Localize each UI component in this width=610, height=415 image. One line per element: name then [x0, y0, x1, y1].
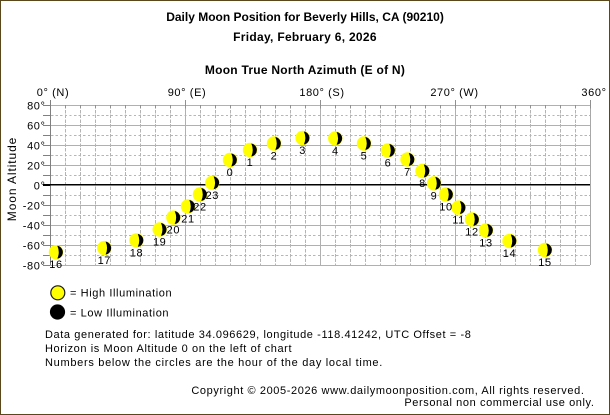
svg-text:20°: 20° [27, 161, 45, 173]
svg-text:5: 5 [361, 151, 368, 163]
svg-text:8: 8 [419, 178, 426, 190]
svg-text:40°: 40° [27, 141, 45, 153]
svg-text:14: 14 [503, 248, 516, 260]
svg-text:0°: 0° [34, 181, 46, 193]
svg-text:90° (E): 90° (E) [168, 87, 207, 99]
svg-text:Moon True North Azimuth (E of: Moon True North Azimuth (E of N) [205, 63, 405, 77]
svg-text:Horizon is Moon Altitude 0 on: Horizon is Moon Altitude 0 on the left o… [45, 343, 292, 355]
svg-text:= Low Illumination: = Low Illumination [70, 308, 169, 320]
svg-text:2: 2 [271, 151, 278, 163]
svg-text:360°: 360° [581, 87, 606, 99]
svg-text:-60°: -60° [23, 241, 46, 253]
svg-text:16: 16 [49, 259, 62, 271]
svg-text:18: 18 [130, 247, 143, 259]
svg-text:15: 15 [538, 257, 551, 269]
svg-text:Daily Moon Position for Beverl: Daily Moon Position for Beverly Hills, C… [166, 10, 444, 24]
svg-text:0: 0 [227, 167, 234, 179]
svg-text:Data generated for: latitude 3: Data generated for: latitude 34.096629, … [45, 329, 471, 341]
svg-text:60°: 60° [27, 121, 45, 133]
svg-text:0° (N): 0° (N) [37, 87, 69, 99]
svg-text:-40°: -40° [23, 221, 46, 233]
svg-text:6: 6 [385, 158, 392, 170]
svg-text:9: 9 [431, 190, 438, 202]
svg-text:80°: 80° [27, 101, 45, 113]
svg-text:1: 1 [247, 157, 254, 169]
svg-text:10: 10 [439, 202, 452, 214]
svg-text:-80°: -80° [23, 261, 46, 273]
svg-text:-20°: -20° [23, 201, 46, 213]
svg-text:20: 20 [167, 225, 180, 237]
svg-text:19: 19 [153, 237, 166, 249]
svg-text:Friday, February 6, 2026: Friday, February 6, 2026 [233, 30, 377, 44]
svg-text:11: 11 [452, 215, 465, 227]
svg-text:3: 3 [299, 145, 306, 157]
svg-text:17: 17 [98, 255, 111, 267]
svg-text:Copyright © 2005-2026 www.dail: Copyright © 2005-2026 www.dailymoonposit… [191, 385, 584, 397]
svg-text:21: 21 [181, 213, 194, 225]
svg-text:Personal non commercial use on: Personal non commercial use only. [404, 397, 594, 409]
svg-text:180° (S): 180° (S) [299, 87, 344, 99]
svg-text:7: 7 [404, 167, 411, 179]
svg-text:= High Illumination: = High Illumination [70, 287, 172, 299]
svg-text:Numbers below the circles are: Numbers below the circles are the hour o… [45, 357, 383, 369]
svg-text:12: 12 [465, 227, 478, 239]
svg-text:13: 13 [479, 237, 492, 249]
svg-text:22: 22 [193, 202, 206, 214]
svg-text:270° (W): 270° (W) [430, 87, 478, 99]
svg-text:23: 23 [206, 190, 219, 202]
svg-text:Moon Altitude: Moon Altitude [5, 137, 19, 221]
svg-text:4: 4 [332, 145, 339, 157]
